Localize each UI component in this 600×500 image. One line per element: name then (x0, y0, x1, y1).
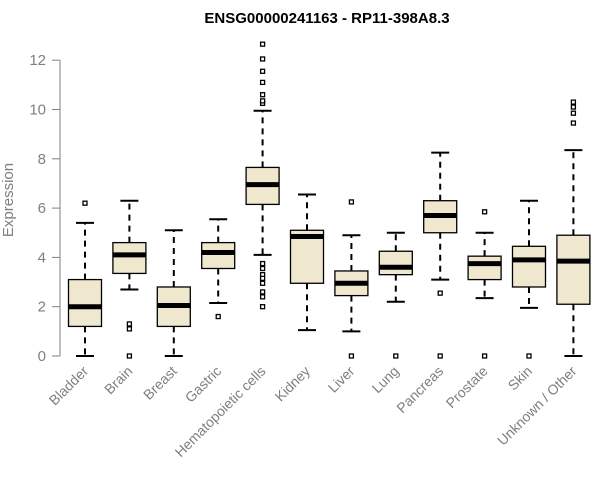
box-breast (156, 229, 191, 357)
iqr-box (378, 250, 413, 276)
y-tick-label: 12 (29, 52, 46, 69)
outlier-point (393, 353, 399, 359)
box-brain (112, 199, 147, 359)
outlier-point (259, 289, 266, 295)
iqr-box (112, 241, 147, 275)
box-gastric (201, 218, 236, 320)
x-tick-label: Skin (505, 363, 536, 394)
box-pancreas (423, 151, 458, 359)
chart-title: ENSG00000241163 - RP11-398A8.3 (204, 10, 449, 27)
box-unknown-other (556, 99, 591, 357)
box-kidney (289, 193, 325, 332)
outlier-point (126, 353, 133, 359)
outlier-point (215, 313, 221, 320)
outlier-point (348, 353, 355, 359)
iqr-box (289, 229, 325, 284)
box-lung (378, 231, 413, 359)
outlier-point (570, 99, 577, 105)
outlier-point (82, 200, 88, 206)
x-tick-label: Kidney (272, 363, 314, 405)
outlier-point (259, 304, 266, 310)
outlier-point (259, 98, 266, 104)
outlier-point (259, 275, 266, 282)
outlier-point (259, 260, 266, 267)
iqr-box (511, 245, 547, 288)
x-tick-label: Unknown / Other (494, 363, 580, 449)
outlier-point (437, 290, 443, 296)
outlier-point (259, 79, 266, 86)
outlier-point (570, 104, 577, 110)
y-tick-label: 8 (38, 151, 46, 168)
y-axis: 0 2 4 6 8 10 12 (29, 52, 61, 365)
y-tick-label: 10 (29, 102, 46, 119)
y-tick-label: 6 (38, 200, 46, 217)
outlier-point (481, 209, 488, 215)
outlier-point (259, 92, 266, 98)
x-tick-label: Gastric (182, 363, 225, 406)
outlier-point (570, 110, 577, 116)
box-liver (334, 199, 369, 359)
outlier-point (126, 326, 133, 332)
boxes (67, 41, 591, 359)
box-bladder (67, 200, 103, 357)
outlier-point (481, 353, 488, 359)
x-tick-label: Breast (140, 363, 180, 403)
outlier-point (526, 353, 532, 359)
outlier-point (348, 199, 355, 205)
iqr-box (556, 234, 591, 305)
iqr-box (201, 241, 236, 270)
x-tick-label: Liver (325, 363, 358, 396)
outlier-point (126, 321, 133, 327)
x-tick-label: Prostate (443, 363, 491, 411)
outlier-point (259, 68, 266, 74)
x-tick-label: Lung (369, 363, 402, 396)
outlier-point (259, 294, 266, 300)
y-tick-label: 0 (38, 348, 46, 365)
x-tick-label: Brain (101, 363, 135, 397)
outlier-point (259, 56, 266, 62)
y-tick-label: 2 (38, 299, 46, 316)
x-tick-label: Bladder (46, 363, 92, 409)
y-tick-label: 4 (38, 249, 46, 266)
x-tick-label: Pancreas (393, 363, 446, 416)
outlier-point (259, 280, 266, 286)
iqr-box (467, 255, 502, 281)
box-prostate (467, 209, 502, 359)
outlier-point (570, 120, 577, 126)
box-hematopoietic-cells (245, 41, 280, 310)
outlier-point (259, 265, 266, 272)
outlier-point (259, 41, 266, 47)
iqr-box (67, 278, 103, 328)
outlier-point (437, 353, 443, 359)
y-axis-label: Expression (0, 163, 17, 237)
box-skin (511, 199, 547, 359)
